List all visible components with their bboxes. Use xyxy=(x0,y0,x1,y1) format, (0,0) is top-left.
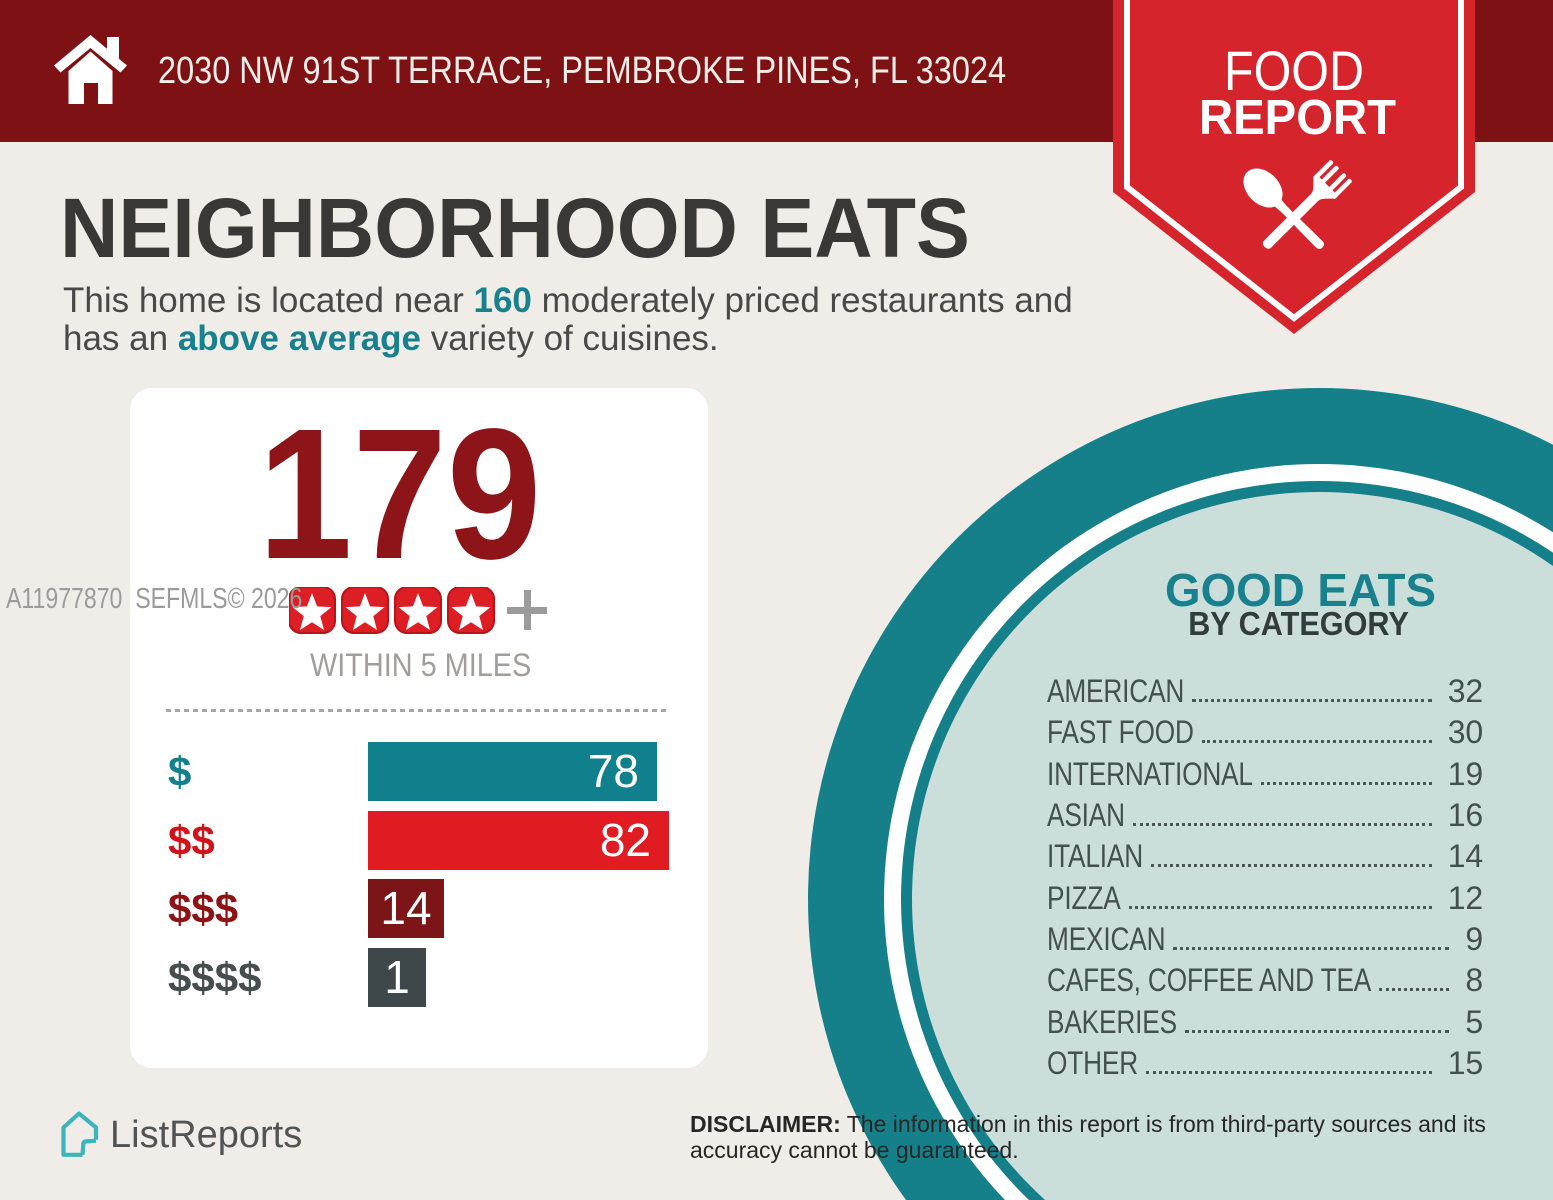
svg-text:FOOD: FOOD xyxy=(1224,39,1364,102)
svg-text:REPORT: REPORT xyxy=(1199,91,1396,145)
